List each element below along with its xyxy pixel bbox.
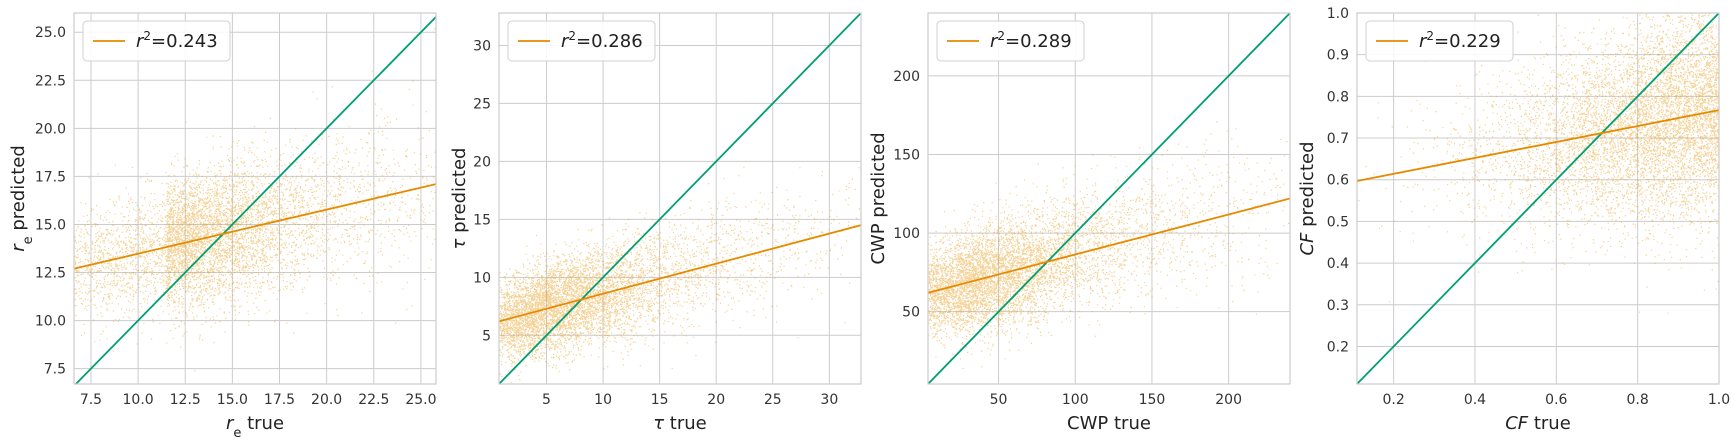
x-tick-label: 200 (1215, 392, 1242, 408)
panel-2: 5 10 15 20 25 30 5 10 15 20 25 30 τ true τ predicted r… (449, 12, 862, 434)
panel-3: 50 100 150 200 50 100 150 200 CWP true CWP predic… (868, 12, 1291, 434)
legend-label: r2=0.286 (561, 29, 643, 52)
x-tick-label: 25.0 (405, 392, 436, 408)
y-tick-label: 0.6 (1327, 173, 1349, 189)
y-tick-label: 0.2 (1327, 339, 1349, 355)
x-tick-label: 0.2 (1382, 392, 1404, 408)
fit-line (499, 224, 861, 323)
y-tick-label: 0.3 (1327, 298, 1349, 314)
x-tick-label: 15 (651, 392, 669, 408)
y-tick-label: 20 (473, 154, 491, 170)
y-tick-label: 150 (893, 147, 920, 163)
scatter-points (928, 121, 1290, 370)
x-tick-label: 22.5 (358, 392, 389, 408)
y-tick-label: 25 (473, 96, 491, 112)
legend-label: r2=0.243 (136, 29, 218, 52)
legend: r2=0.289 (936, 20, 1085, 62)
x-tick-label: 0.4 (1464, 392, 1486, 408)
x-tick-label: 0.8 (1627, 392, 1649, 408)
x-tick-label: 17.5 (264, 392, 295, 408)
y-tick-label: 15 (473, 212, 491, 228)
scatter-points (74, 28, 436, 372)
x-axis-label: re true (226, 413, 284, 440)
axes-frame (73, 12, 437, 385)
y-tick-label: 0.8 (1327, 89, 1349, 105)
x-tick-label: 150 (1139, 392, 1166, 408)
axes-frame (498, 12, 862, 385)
x-tick-label: 5 (542, 392, 551, 408)
fit-line (928, 197, 1290, 294)
panel-1: 7.5 10.0 12.5 15.0 17.5 20.0 22.5 25.0 7.5 10.0 12… (8, 12, 437, 440)
x-tick-label: 20 (707, 392, 725, 408)
y-tick-label: 50 (902, 305, 920, 321)
y-tick-label: 22.5 (35, 73, 66, 89)
x-tick-label: 1.0 (1708, 392, 1730, 408)
y-axis-label: τ predicted (449, 148, 470, 250)
legend-label: r2=0.229 (1419, 29, 1501, 52)
y-tick-label: 0.9 (1327, 48, 1349, 64)
legend-label: r2=0.289 (990, 29, 1072, 52)
x-tick-label: 0.6 (1545, 392, 1567, 408)
legend: r2=0.243 (82, 20, 231, 62)
y-axis-label: re predicted (8, 145, 36, 252)
identity-line (499, 13, 861, 384)
y-tick-label: 15.0 (35, 217, 66, 233)
x-tick-label: 15.0 (217, 392, 248, 408)
axes-frame (1356, 12, 1720, 385)
y-tick-label: 25.0 (35, 25, 66, 41)
y-tick-label: 5 (482, 328, 491, 344)
x-axis-label: τ true (653, 413, 707, 434)
identity-line (1357, 13, 1719, 384)
y-tick-label: 200 (893, 69, 920, 85)
fit-line (1357, 109, 1719, 182)
panel-4: 0.2 0.4 0.6 0.8 1.0 0.2 0.3 0.4 0.5 0.6 0.7 0.8 0.9 1… (1297, 6, 1730, 434)
y-tick-label: 17.5 (35, 169, 66, 185)
y-tick-label: 0.4 (1327, 256, 1349, 272)
y-tick-label: 10 (473, 270, 491, 286)
y-tick-label: 1.0 (1327, 6, 1349, 22)
x-tick-label: 20.0 (311, 392, 342, 408)
x-tick-label: 50 (990, 392, 1008, 408)
y-axis-label: CWP predicted (868, 132, 889, 264)
legend: r2=0.229 (1365, 20, 1514, 62)
x-tick-label: 12.5 (170, 392, 201, 408)
y-tick-label: 0.5 (1327, 214, 1349, 230)
x-axis-label: CF true (1505, 413, 1571, 434)
y-tick-label: 7.5 (44, 362, 66, 378)
scatter-points (499, 166, 861, 383)
axes-frame (927, 12, 1291, 385)
y-tick-label: 20.0 (35, 121, 66, 137)
x-tick-label: 10.0 (123, 392, 154, 408)
x-axis-label: CWP true (1067, 413, 1151, 434)
identity-line (928, 13, 1290, 384)
y-tick-label: 0.7 (1327, 131, 1349, 147)
x-tick-label: 100 (1062, 392, 1089, 408)
identity-line (74, 16, 436, 384)
x-tick-label: 10 (594, 392, 612, 408)
x-tick-label: 7.5 (80, 392, 102, 408)
y-tick-label: 12.5 (35, 266, 66, 282)
y-tick-label: 30 (473, 38, 491, 54)
legend: r2=0.286 (507, 20, 656, 62)
fit-line (74, 183, 436, 270)
y-tick-label: 100 (893, 226, 920, 242)
y-axis-label: CF predicted (1297, 141, 1318, 255)
x-tick-label: 30 (820, 392, 838, 408)
x-tick-label: 25 (764, 392, 782, 408)
y-tick-label: 10.0 (35, 314, 66, 330)
